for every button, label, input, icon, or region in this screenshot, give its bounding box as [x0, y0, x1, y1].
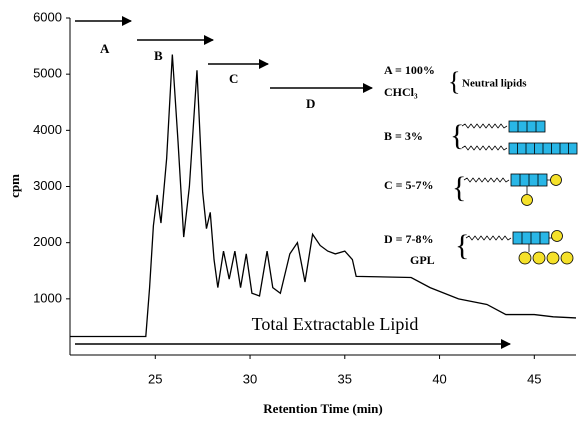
sugar: [532, 251, 546, 265]
structures: { { {: [450, 119, 578, 265]
arrows: [75, 16, 511, 349]
chain: [463, 177, 510, 183]
sugar: [551, 230, 563, 242]
brace: {: [452, 171, 466, 204]
label-a: A: [100, 41, 110, 56]
x-tick-label: 35: [338, 371, 352, 386]
x-tick-label: 30: [243, 371, 257, 386]
y-tick-label: 3000: [33, 178, 62, 193]
chain: [461, 145, 508, 151]
total-label: Total Extractable Lipid: [252, 314, 419, 334]
sugar: [560, 251, 574, 265]
divider: [517, 143, 569, 154]
x-tick-label: 40: [432, 371, 446, 386]
label-c: C: [229, 71, 238, 86]
y-tick-label: 1000: [33, 290, 62, 305]
d-pct: D = 7-8%: [384, 232, 434, 246]
line: [70, 54, 577, 338]
sugar: [521, 194, 533, 206]
y-tick-label: 6000: [33, 9, 62, 24]
sugar: [550, 174, 562, 186]
brace: {: [455, 229, 469, 262]
divider: [517, 121, 537, 132]
x-tick-label: 25: [148, 371, 162, 386]
divider: [519, 174, 551, 194]
label-b: B: [154, 48, 163, 63]
chain: [465, 235, 512, 241]
y-tick-label: 4000: [33, 122, 62, 137]
y-tick-label: 5000: [33, 66, 62, 81]
y-axis-label: cpm: [7, 174, 22, 198]
sugar: [518, 251, 532, 265]
gpl: GPL: [410, 253, 435, 267]
c-pct: C = 5-7%: [384, 178, 434, 192]
neutral-lipids: Neutral lipids: [462, 78, 527, 90]
b-pct: B = 3%: [384, 129, 423, 143]
x-tick-label: 45: [527, 371, 541, 386]
y-tick-label: 2000: [33, 234, 62, 249]
sugar: [546, 251, 560, 265]
divider: [521, 232, 552, 252]
chain: [461, 123, 508, 129]
brace: {: [450, 119, 464, 152]
label-d: D: [306, 96, 315, 111]
brace: {: [448, 67, 460, 96]
a-pct: A = 100%: [384, 63, 435, 77]
chcl3: CHCl₃: [384, 85, 418, 99]
x-axis-label: Retention Time (min): [263, 401, 382, 416]
